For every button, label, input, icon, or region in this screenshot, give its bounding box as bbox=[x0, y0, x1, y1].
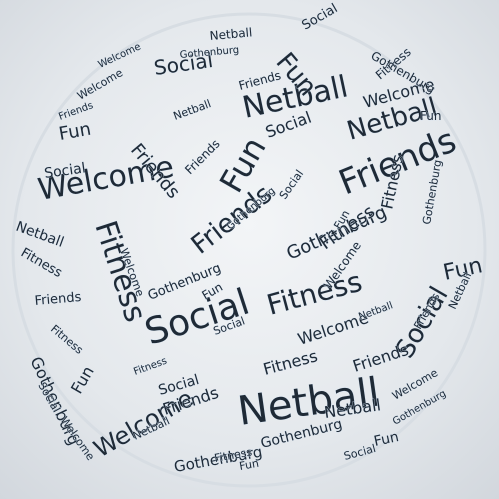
word-fitness-vertical: Fitness bbox=[87, 217, 152, 327]
word-fitness-mid-small: Fitness bbox=[132, 356, 168, 378]
word-fun-left: Fun bbox=[57, 119, 92, 145]
word-friends-left-small: Friends bbox=[34, 290, 82, 309]
word-fitness-left-small: Fitness bbox=[18, 245, 65, 281]
word-netball-small-left: Netball bbox=[14, 219, 66, 251]
word-fun-mid-left: Fun bbox=[67, 363, 98, 397]
word-fun-bottom-center: Fun bbox=[238, 457, 260, 473]
word-welcome-top-small: Welcome bbox=[97, 41, 143, 70]
word-netball-top-small: Netball bbox=[209, 25, 253, 43]
word-fun-top-small: Fun bbox=[420, 109, 441, 123]
word-gothenburg-top-small: Gothenburg bbox=[179, 45, 239, 61]
word-social-center-small: Social bbox=[277, 168, 306, 202]
word-social-left: Social bbox=[43, 160, 86, 182]
word-friends-right-lower: Friends bbox=[350, 340, 411, 376]
word-fitness-lower: Fitness bbox=[261, 346, 319, 379]
word-fun-bottom-right: Fun bbox=[373, 429, 401, 450]
word-netball-mid-small: Netball bbox=[357, 300, 394, 323]
word-fitness-left-mid: Fitness bbox=[48, 322, 86, 357]
word-netball-center-small: Netball bbox=[172, 97, 213, 123]
